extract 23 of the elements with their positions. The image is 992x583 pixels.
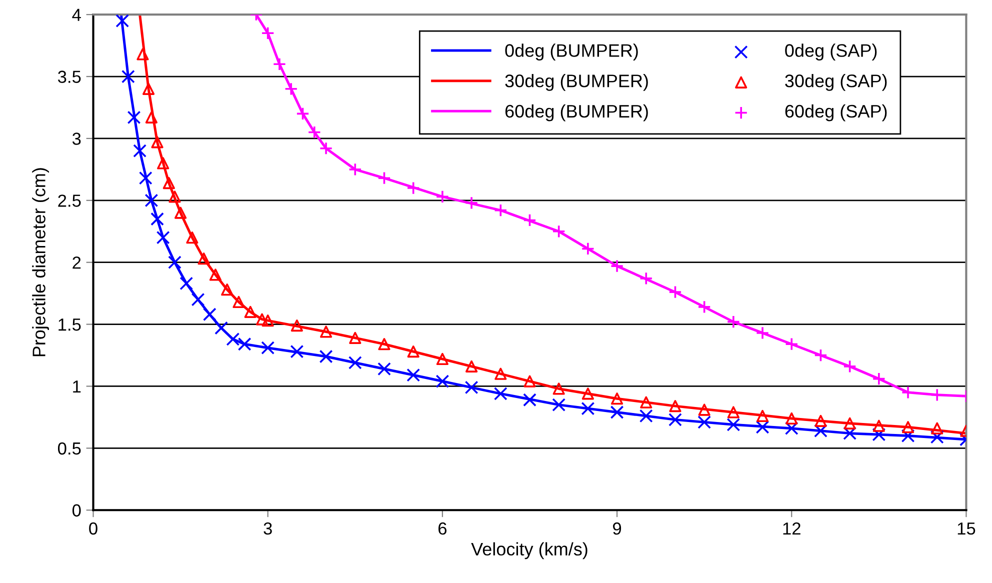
y-tick-label: 3: [72, 132, 81, 145]
y-tick-label: 0: [72, 504, 81, 517]
x-tick-label: 0: [89, 522, 98, 535]
legend-label: 30deg (BUMPER): [505, 74, 648, 91]
y-axis-title: Projectile diameter (cm): [32, 168, 49, 356]
x-tick-label: 15: [958, 522, 976, 535]
x-tick-label: 12: [783, 522, 800, 535]
legend-label: 0deg (BUMPER): [505, 44, 638, 61]
x-axis-title: Velocity (km/s): [471, 542, 588, 560]
y-tick-label: 2.5: [58, 194, 81, 207]
y-tick-label: 4: [72, 8, 81, 21]
y-tick-label: 1: [73, 380, 81, 393]
y-tick-label: 2: [72, 256, 81, 269]
legend-label: 60deg (SAP): [785, 104, 887, 122]
y-tick-label: 0.5: [58, 442, 81, 455]
legend-label: 0deg (SAP): [785, 44, 877, 61]
y-tick-label: 3.5: [58, 70, 81, 83]
x-tick-label: 6: [438, 522, 446, 535]
x-tick-label: 9: [613, 522, 622, 535]
legend-label: 60deg (BUMPER): [505, 104, 648, 122]
legend-label: 30deg (SAP): [785, 74, 887, 91]
x-tick-label: 3: [264, 522, 272, 535]
y-tick-label: 1.5: [58, 318, 81, 331]
